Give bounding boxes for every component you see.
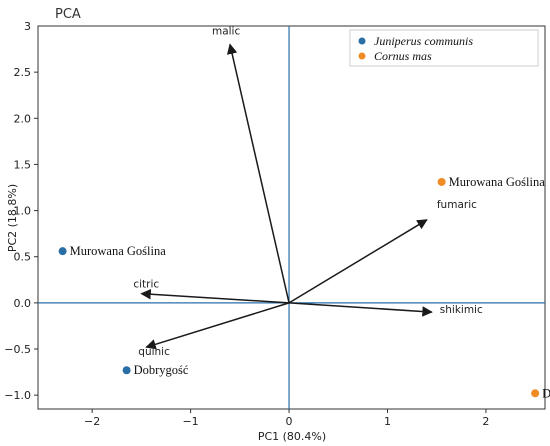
x-tick-label: −1 <box>182 415 198 428</box>
x-axis-title: PC1 (80.4%) <box>258 430 326 443</box>
x-tick-label: 0 <box>286 415 293 428</box>
point-cornus-mas-murowana-goslina <box>437 177 446 186</box>
point-juniperus-communis-murowana-goslina <box>58 247 67 256</box>
loading-arrow-shikimic <box>288 302 433 317</box>
legend-label-juniperus-communis: Juniperus communis <box>374 34 473 48</box>
loading-label-malic: malic <box>212 25 240 37</box>
loading-arrow-quinic <box>145 302 290 350</box>
loading-label-fumaric: fumaric <box>437 199 477 211</box>
legend-marker-juniperus-communis <box>358 37 366 45</box>
x-tick-label: 1 <box>384 415 391 428</box>
loading-arrow-fumaric <box>288 219 428 304</box>
loading-arrow-citric <box>140 288 290 304</box>
y-tick-label: 2.5 <box>14 66 32 79</box>
y-axis-title: PC2 (18.8%) <box>6 184 19 252</box>
loading-label-shikimic: shikimic <box>440 304 483 316</box>
point-label-cornus-mas-murowana-goslina: Murowana Goślina <box>449 175 546 189</box>
x-tick-label: −2 <box>84 415 100 428</box>
point-juniperus-communis-dobrygosc <box>122 366 131 375</box>
y-tick-label: −1.0 <box>4 389 31 402</box>
sample-points: Murowana Goślina Dobrygość Murowana Goślin… <box>58 175 550 400</box>
point-label-cornus-mas-dobrygosc: Dobrygość <box>542 386 550 400</box>
loading-arrow-malic <box>226 43 290 304</box>
y-tick-label: −0.5 <box>4 343 31 356</box>
y-tick-label: 0.0 <box>14 297 32 310</box>
y-tick-label: 1.0 <box>14 205 32 218</box>
loading-arrows: malic fumaric citric shikimic quinic <box>133 25 483 358</box>
plot-frame <box>37 25 546 410</box>
loading-label-quinic: quinic <box>138 346 170 358</box>
y-tick-label: 0.5 <box>14 251 32 264</box>
y-axis-ticks: −1.0 −0.5 0.0 0.5 1.0 1.5 2.0 2.5 3 <box>4 20 38 402</box>
y-tick-label: 2.0 <box>14 112 32 125</box>
x-tick-label: 2 <box>482 415 489 428</box>
x-axis-ticks: −2 −1 0 1 2 <box>84 409 489 428</box>
point-label-juniperus-communis-dobrygosc: Dobrygość <box>134 363 189 377</box>
loading-label-citric: citric <box>133 279 159 291</box>
zero-lines <box>38 26 545 409</box>
legend-marker-cornus-mas <box>358 52 366 60</box>
point-cornus-mas-dobrygosc <box>531 389 540 398</box>
legend-label-cornus-mas: Cornus mas <box>374 49 432 63</box>
y-tick-label: 1.5 <box>14 158 32 171</box>
legend-box <box>349 29 539 67</box>
chart-title: PCA <box>55 7 81 22</box>
y-tick-label-top: 3 <box>24 20 31 33</box>
point-label-juniperus-communis-murowana-goslina: Murowana Goślina <box>70 244 167 258</box>
